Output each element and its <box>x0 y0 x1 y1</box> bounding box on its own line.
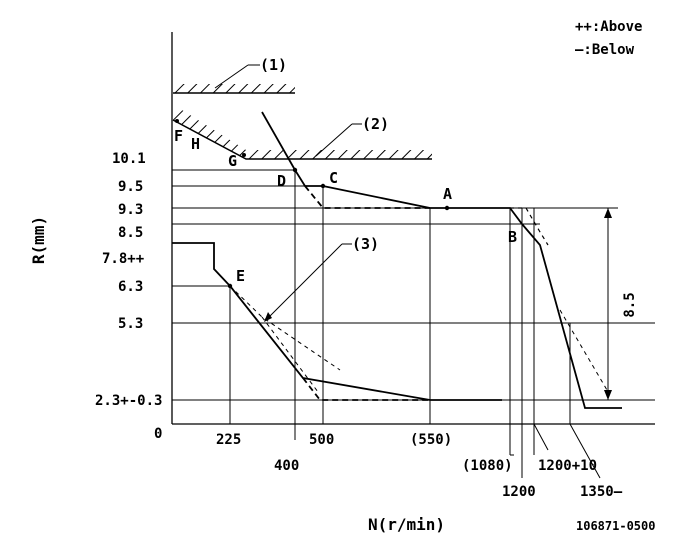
arrowheads <box>264 208 612 400</box>
point-f-marker <box>175 119 179 123</box>
lower-dashed-curve <box>302 377 430 401</box>
stopper-1 <box>173 64 295 94</box>
stopper-2-edge <box>172 119 432 160</box>
vertical-reference-lines <box>229 170 571 478</box>
y-axis-title: R(mm) <box>29 216 48 264</box>
point-markers <box>175 119 450 289</box>
x-tick-1350: 1350— <box>580 484 623 500</box>
point-c-label: C <box>329 169 338 187</box>
point-d-marker <box>292 167 298 173</box>
callout-1-label: (1) <box>260 56 287 74</box>
point-a-label: A <box>443 185 452 203</box>
curve-3-thin-dashed <box>229 285 341 371</box>
y-tick-6-3: 6.3 <box>118 279 143 295</box>
start-rack-solid <box>172 242 502 401</box>
leader-1350 <box>569 423 601 479</box>
x-tick-500: 500 <box>309 432 334 448</box>
y-tick-5-3: 5.3 <box>118 316 143 332</box>
y-tick-2-3: 2.3+-0.3 <box>95 393 162 409</box>
point-g-label: G <box>228 152 237 170</box>
dimension-label: 8.5 <box>622 292 638 317</box>
callout-2-leader <box>315 123 353 157</box>
x-axis-title: N(r/min) <box>368 515 445 534</box>
leader-1200-10 <box>533 423 549 451</box>
point-h-label: H <box>191 135 200 153</box>
callout-1-leader <box>214 64 249 89</box>
y-tick-8-5: 8.5 <box>118 225 143 241</box>
y-tick-9-3: 9.3 <box>118 202 143 218</box>
falloff-thin-dashed <box>559 309 608 391</box>
point-c-marker <box>320 183 326 189</box>
axes <box>171 32 655 425</box>
point-e-marker <box>227 283 233 289</box>
callout-3-arrowhead <box>264 312 272 322</box>
point-e-label: E <box>236 267 245 285</box>
callout-3-leader <box>267 243 343 319</box>
upper-solid-curve <box>261 111 622 409</box>
point-f-label: F <box>174 127 183 145</box>
point-d-label: D <box>277 172 286 190</box>
point-g-marker <box>242 153 246 157</box>
x-tick-1080: (1080) <box>462 458 513 474</box>
x-tick-400: 400 <box>274 458 299 474</box>
y-tick-10-1: 10.1 <box>112 151 146 167</box>
point-b-label: B <box>508 228 517 246</box>
point-a-marker <box>444 205 450 211</box>
curve-3-thin-dashed-b <box>261 316 319 393</box>
upper-high-limit-dashed <box>510 207 549 246</box>
y-tick-0: 0 <box>154 426 162 442</box>
callout-3-label: (3) <box>352 235 379 253</box>
x-tick-1200: 1200 <box>502 484 536 500</box>
y-tick-7-8: 7.8++ <box>102 251 144 267</box>
stopper-2-hatch <box>173 110 432 159</box>
x-tick-1200-10: 1200+10 <box>538 458 597 474</box>
legend-above: ++:Above <box>575 19 642 35</box>
stopper-1-hatch <box>173 84 295 93</box>
x-tick-leaders <box>510 423 601 479</box>
x-tick-225: 225 <box>216 432 241 448</box>
drawing-code: 106871-0500 <box>576 519 655 533</box>
y-tick-9-5: 9.5 <box>118 179 143 195</box>
callout-2-label: (2) <box>362 115 389 133</box>
legend-below: —:Below <box>575 42 635 58</box>
x-tick-550: (550) <box>410 432 452 448</box>
stopper-2 <box>172 110 432 160</box>
